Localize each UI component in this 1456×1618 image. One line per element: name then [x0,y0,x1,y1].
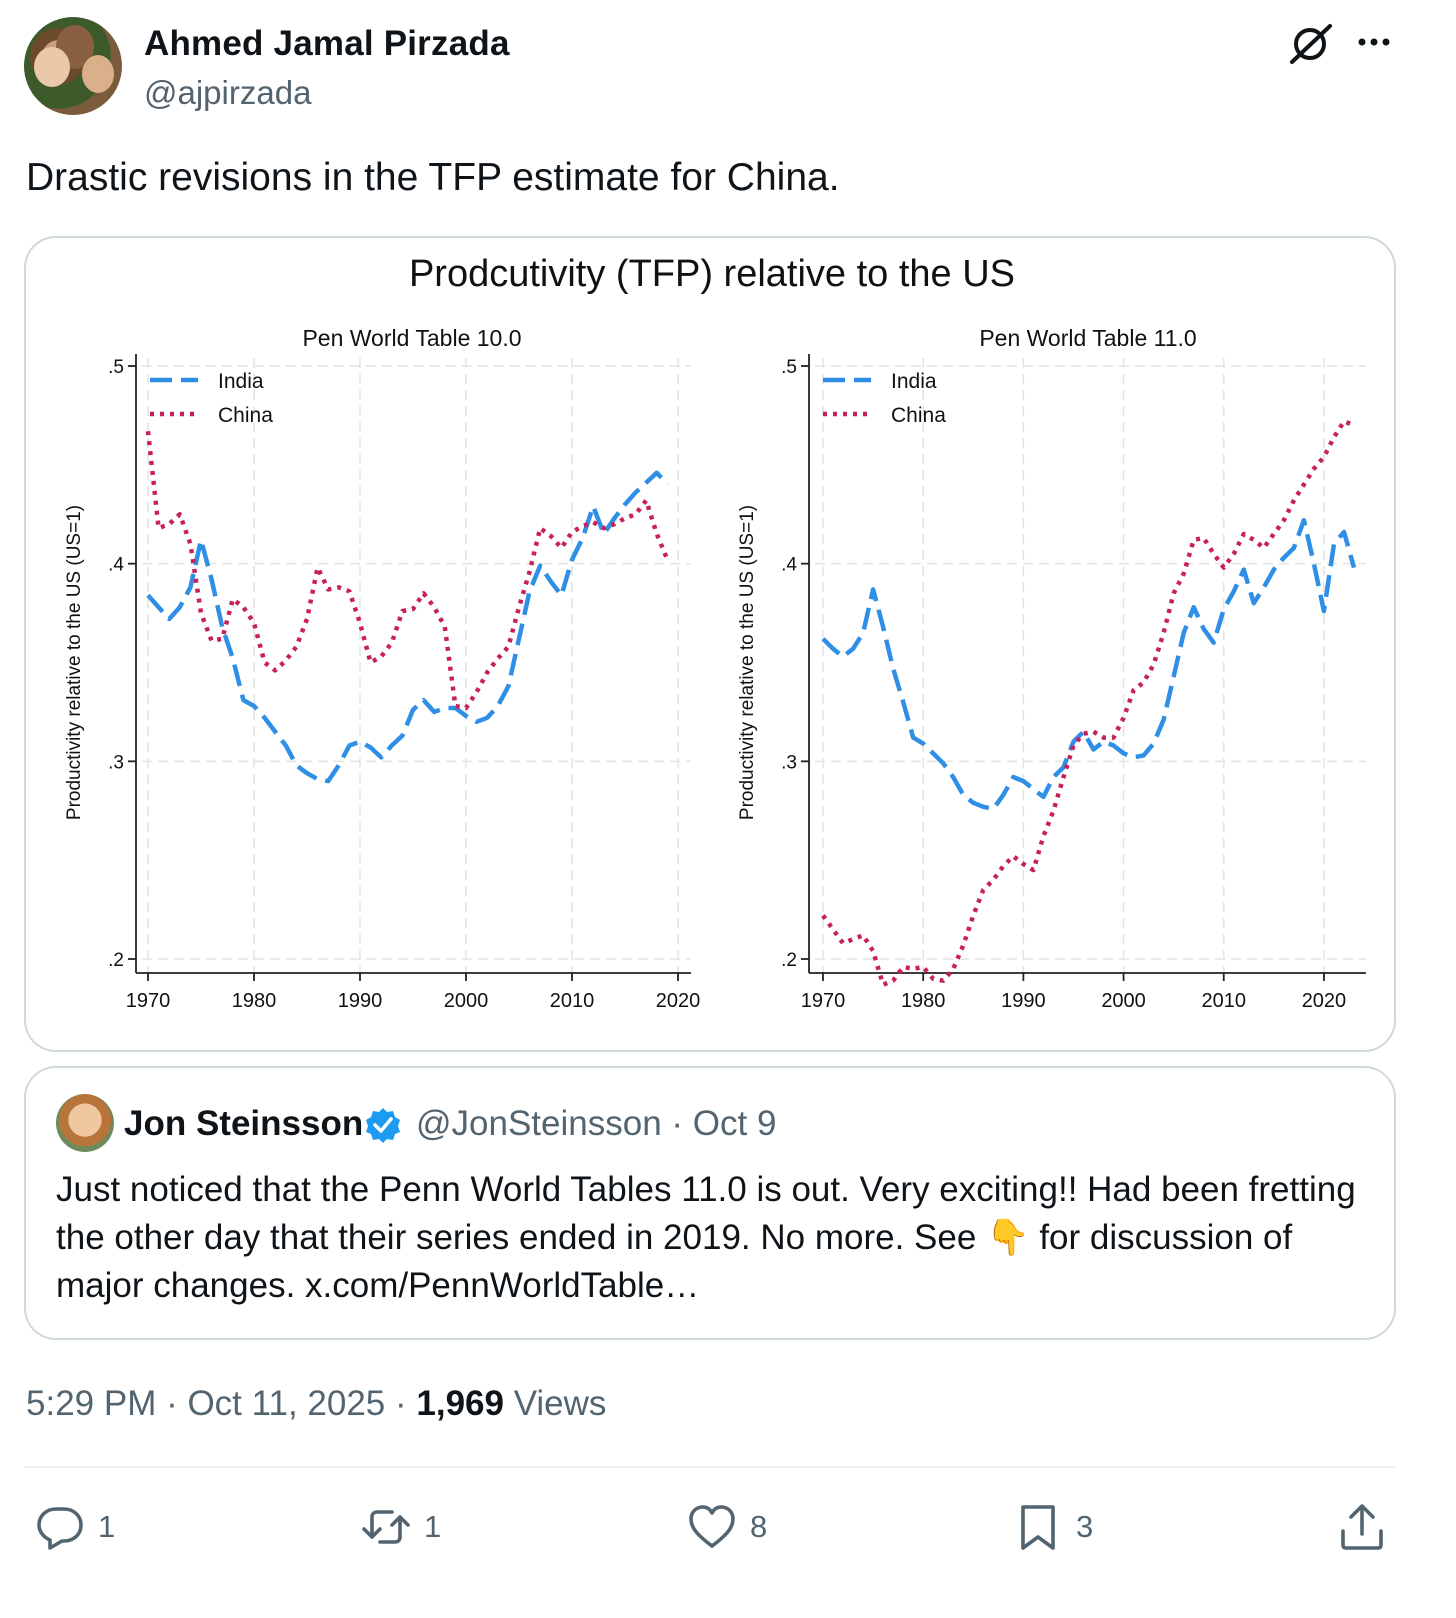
quote-text-part1: Just noticed that the Penn World Tables … [56,1170,1356,1257]
x-tick-label: 2000 [1101,990,1146,1012]
share-button[interactable] [1336,1500,1388,1554]
x-tick-label: 2020 [656,990,701,1012]
share-icon [1341,1504,1383,1550]
chart-subtitle: Pen World Table 10.0 [302,325,521,351]
legend-label-india: India [218,370,264,393]
series-line-china [145,430,670,711]
views-count: 1,969 [416,1384,504,1423]
quote-meta: @JonSteinsson · Oct 9 [416,1104,777,1143]
bookmark-icon [1021,1505,1055,1550]
y-tick-label: .5 [108,357,124,378]
y-tick-label: .3 [108,752,124,773]
y-axis-title: Productivity relative to the US (US=1) [737,505,758,820]
series-line-india [146,470,670,784]
quote-author-avatar[interactable] [56,1094,114,1152]
timestamp-text[interactable]: 5:29 PM · Oct 11, 2025 · [26,1384,417,1423]
quote-text: Just noticed that the Penn World Tables … [56,1166,1356,1310]
pointing-down-emoji: 👇 [986,1218,1030,1257]
y-tick-label: .4 [108,555,124,576]
x-tick-label: 1990 [338,990,383,1012]
x-tick-label: 2010 [550,990,595,1012]
author-avatar[interactable] [24,17,122,115]
x-tick-label: 1980 [901,990,946,1012]
like-button[interactable]: 8 [686,1500,767,1554]
chart-main-title: Prodcutivity (TFP) relative to the US [409,253,1015,295]
divider [24,1466,1396,1468]
post-text: Drastic revisions in the TFP estimate fo… [26,156,840,199]
x-tick-label: 2010 [1202,990,1247,1012]
y-tick-label: .4 [781,555,797,576]
post-media[interactable]: Prodcutivity (TFP) relative to the US Pe… [24,236,1396,1052]
x-tick-label: 1970 [801,990,846,1012]
x-tick-label: 2000 [444,990,489,1012]
bookmark-count: 3 [1076,1509,1094,1544]
series-line-china [821,419,1355,987]
x-tick-label: 1970 [126,990,171,1012]
views-label: Views [503,1384,607,1423]
post-timestamp: 5:29 PM · Oct 11, 2025 · 1,969 Views [26,1384,606,1424]
y-tick-label: .2 [781,950,797,971]
y-tick-label: .3 [781,752,797,773]
legend-label-india: India [891,370,937,393]
x-tick-label: 1990 [1001,990,1046,1012]
chart-figure: Prodcutivity (TFP) relative to the US Pe… [64,253,1366,1012]
repost-icon [362,1510,410,1544]
author-handle[interactable]: @ajpirzada [144,74,312,111]
bookmark-button[interactable]: 3 [1012,1500,1093,1554]
grok-icon[interactable] [1286,22,1334,66]
x-tick-label: 2020 [1302,990,1347,1012]
legend-label-china: China [891,404,946,427]
y-tick-label: .2 [108,950,124,971]
more-icon[interactable] [1354,22,1394,62]
quote-author-name[interactable]: Jon Steinsson [124,1104,364,1143]
verified-badge-icon [364,1106,402,1144]
repost-count: 1 [424,1509,442,1544]
y-axis-title: Productivity relative to the US (US=1) [64,505,85,820]
legend-label-china: China [218,404,273,427]
chart-subtitle: Pen World Table 11.0 [979,325,1196,351]
author-name[interactable]: Ahmed Jamal Pirzada [144,24,510,63]
reply-button[interactable]: 1 [34,1500,115,1554]
repost-button[interactable]: 1 [360,1500,441,1554]
like-icon [689,1505,735,1548]
series-line-india [821,517,1357,812]
x-tick-label: 1980 [232,990,277,1012]
like-count: 8 [750,1509,768,1544]
quoted-post[interactable] [24,1066,1396,1340]
reply-count: 1 [98,1509,116,1544]
quote-text-part2: for discussion of major changes. x.com/P… [56,1218,1293,1305]
reply-icon [37,1507,83,1550]
y-tick-label: .5 [781,357,797,378]
